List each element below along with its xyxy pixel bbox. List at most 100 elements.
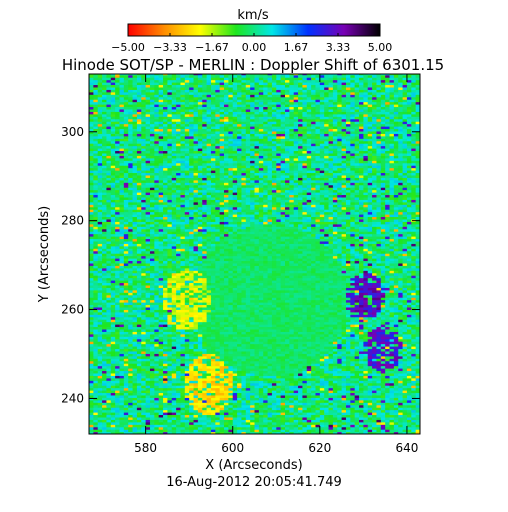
doppler-cell	[293, 282, 299, 286]
doppler-cell	[197, 284, 203, 288]
doppler-cell	[311, 385, 317, 389]
doppler-cell	[293, 377, 299, 381]
doppler-cell	[398, 394, 404, 398]
doppler-cell	[289, 358, 295, 362]
doppler-cell	[180, 372, 186, 376]
doppler-cell	[141, 421, 147, 425]
doppler-cell	[341, 358, 347, 362]
doppler-cell	[89, 348, 94, 352]
doppler-cell	[415, 390, 420, 394]
doppler-cell	[141, 387, 147, 391]
doppler-cell	[241, 338, 247, 342]
doppler-cell	[158, 306, 164, 310]
doppler-cell	[180, 292, 186, 296]
doppler-cell	[154, 316, 160, 320]
doppler-cell	[319, 287, 325, 291]
doppler-cell	[245, 360, 251, 364]
doppler-cell	[89, 284, 94, 288]
doppler-cell	[110, 392, 116, 396]
doppler-cell	[93, 387, 99, 391]
doppler-cell	[145, 414, 151, 418]
doppler-cell	[154, 311, 160, 315]
doppler-cell	[289, 277, 295, 281]
doppler-cell	[219, 392, 225, 396]
doppler-cell	[167, 306, 173, 310]
doppler-cell	[128, 424, 134, 428]
doppler-cell	[415, 289, 420, 293]
doppler-cell	[136, 346, 142, 350]
doppler-cell	[123, 297, 129, 301]
doppler-cell	[267, 326, 273, 330]
doppler-cell	[393, 331, 399, 335]
doppler-cell	[110, 380, 116, 384]
doppler-cell	[402, 394, 408, 398]
doppler-cell	[276, 387, 282, 391]
doppler-cell	[110, 387, 116, 391]
doppler-cell	[319, 409, 325, 413]
doppler-cell	[345, 304, 351, 308]
doppler-cell	[189, 284, 195, 288]
doppler-cell	[132, 380, 138, 384]
doppler-cell	[219, 348, 225, 352]
doppler-cell	[258, 394, 264, 398]
doppler-cell	[328, 377, 334, 381]
doppler-cell	[319, 331, 325, 335]
doppler-cell	[89, 309, 94, 313]
doppler-cell	[250, 424, 256, 428]
doppler-cell	[145, 390, 151, 394]
doppler-cell	[176, 282, 182, 286]
doppler-cell	[271, 284, 277, 288]
doppler-cell	[106, 426, 112, 430]
doppler-cell	[306, 421, 312, 425]
doppler-cell	[145, 304, 151, 308]
doppler-cell	[350, 407, 356, 411]
doppler-cell	[359, 360, 364, 364]
doppler-cell	[193, 319, 199, 323]
doppler-cell	[128, 350, 134, 354]
doppler-cell	[145, 328, 151, 332]
doppler-cell	[245, 277, 251, 281]
doppler-cell	[319, 328, 325, 332]
doppler-cell	[328, 419, 334, 423]
doppler-cell	[341, 390, 347, 394]
doppler-cell	[163, 284, 168, 288]
doppler-cell	[293, 390, 299, 394]
doppler-cell	[202, 321, 208, 325]
doppler-cell	[184, 382, 190, 386]
doppler-cell	[171, 426, 177, 430]
doppler-cell	[402, 275, 408, 279]
doppler-cell	[389, 287, 395, 291]
doppler-cell	[132, 372, 138, 376]
doppler-cell	[345, 368, 351, 372]
doppler-cell	[232, 409, 238, 413]
doppler-cell	[354, 314, 360, 318]
doppler-cell	[393, 338, 399, 342]
doppler-cell	[324, 399, 330, 403]
doppler-cell	[324, 280, 330, 284]
doppler-cell	[241, 412, 247, 416]
doppler-cell	[289, 309, 295, 313]
doppler-cell	[158, 289, 164, 293]
doppler-cell	[245, 292, 251, 296]
doppler-cell	[406, 387, 412, 391]
doppler-cell	[158, 277, 164, 281]
doppler-cell	[167, 355, 173, 359]
doppler-cell	[176, 416, 182, 420]
doppler-cell	[97, 414, 103, 418]
doppler-cell	[224, 377, 229, 381]
doppler-cell	[411, 387, 417, 391]
doppler-cell	[128, 314, 134, 318]
doppler-cell	[367, 331, 373, 335]
doppler-cell	[97, 277, 103, 281]
doppler-cell	[298, 375, 304, 379]
doppler-cell	[367, 348, 373, 352]
doppler-cell	[354, 421, 360, 425]
doppler-cell	[219, 299, 225, 303]
doppler-cell	[202, 392, 208, 396]
doppler-cell	[158, 328, 164, 332]
doppler-cell	[389, 319, 395, 323]
doppler-cell	[245, 319, 251, 323]
doppler-cell	[315, 431, 321, 434]
doppler-cell	[411, 294, 417, 298]
doppler-cell	[398, 360, 404, 364]
